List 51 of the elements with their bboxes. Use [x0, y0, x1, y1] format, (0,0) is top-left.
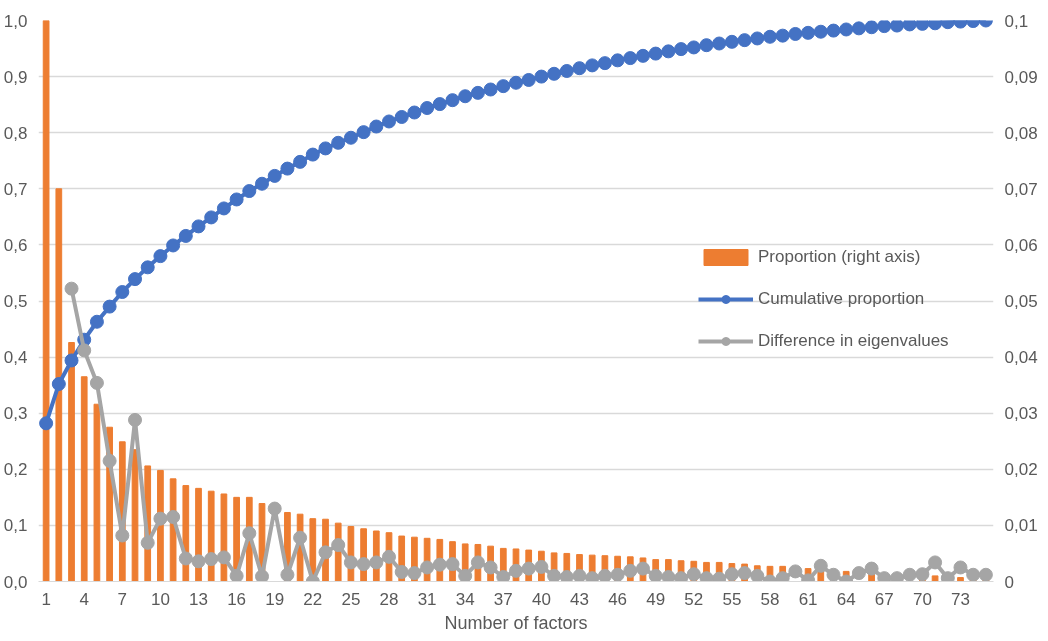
- y-tick-label: 0,3: [3, 404, 28, 424]
- y-tick-label: 1,0: [3, 11, 28, 31]
- x-tick-label: 52: [684, 589, 704, 609]
- x-tick-label: 16: [227, 589, 247, 609]
- x-tick-label: 46: [608, 589, 628, 609]
- y2-tick-label: 0,04: [1004, 348, 1038, 368]
- legend-label: Proportion (right axis): [758, 247, 921, 267]
- x-tick-label: 1: [41, 589, 51, 609]
- y-tick-label: 0,0: [3, 572, 28, 592]
- y2-tick-label: 0,08: [1004, 123, 1038, 143]
- y-tick-label: 0,4: [3, 348, 28, 368]
- x-tick-label: 13: [189, 589, 208, 609]
- y2-tick-label: 0,05: [1004, 292, 1038, 311]
- x-axis-title: Number of factors: [444, 612, 588, 633]
- y2-tick-label: 0,06: [1004, 235, 1038, 255]
- x-tick-label: 22: [303, 589, 323, 609]
- x-tick-label: 19: [265, 589, 285, 609]
- x-tick-label: 25: [341, 589, 361, 609]
- x-tick-label: 49: [646, 589, 666, 609]
- y-tick-label: 0,5: [3, 292, 28, 311]
- y-tick-label: 0,2: [3, 460, 28, 480]
- x-tick-label: 31: [417, 589, 437, 609]
- y-tick-label: 0,9: [3, 67, 28, 87]
- x-tick-label: 43: [570, 589, 589, 609]
- y2-tick-label: 0,07: [1004, 179, 1038, 199]
- y-tick-label: 0,1: [3, 516, 28, 536]
- y2-tick-label: 0,03: [1004, 404, 1038, 424]
- x-tick-label: 70: [912, 589, 932, 609]
- x-tick-label: 28: [379, 589, 399, 609]
- x-tick-label: 40: [531, 589, 551, 609]
- x-tick-label: 34: [455, 589, 475, 609]
- x-tick-label: 10: [150, 589, 170, 609]
- y-tick-label: 0,6: [3, 235, 28, 255]
- x-tick-label: 61: [798, 589, 818, 609]
- y-tick-label: 0,8: [3, 123, 28, 143]
- y-tick-label: 0,7: [3, 179, 28, 199]
- y2-tick-label: 0: [1004, 572, 1014, 592]
- y2-tick-label: 0,1: [1004, 11, 1029, 31]
- x-tick-label: 37: [493, 589, 513, 609]
- x-tick-label: 58: [760, 589, 780, 609]
- y2-tick-label: 0,01: [1004, 516, 1038, 536]
- x-tick-label: 4: [79, 589, 89, 609]
- x-tick-label: 64: [836, 589, 856, 609]
- x-tick-label: 67: [874, 589, 894, 609]
- x-tick-label: 55: [722, 589, 742, 609]
- x-tick-label: 73: [951, 589, 970, 609]
- y2-tick-label: 0,02: [1004, 460, 1038, 480]
- x-tick-label: 7: [117, 589, 128, 609]
- legend-label: Difference in eigenvalues: [758, 331, 949, 351]
- y2-tick-label: 0,09: [1004, 67, 1038, 87]
- legend-label: Cumulative proportion: [758, 289, 925, 309]
